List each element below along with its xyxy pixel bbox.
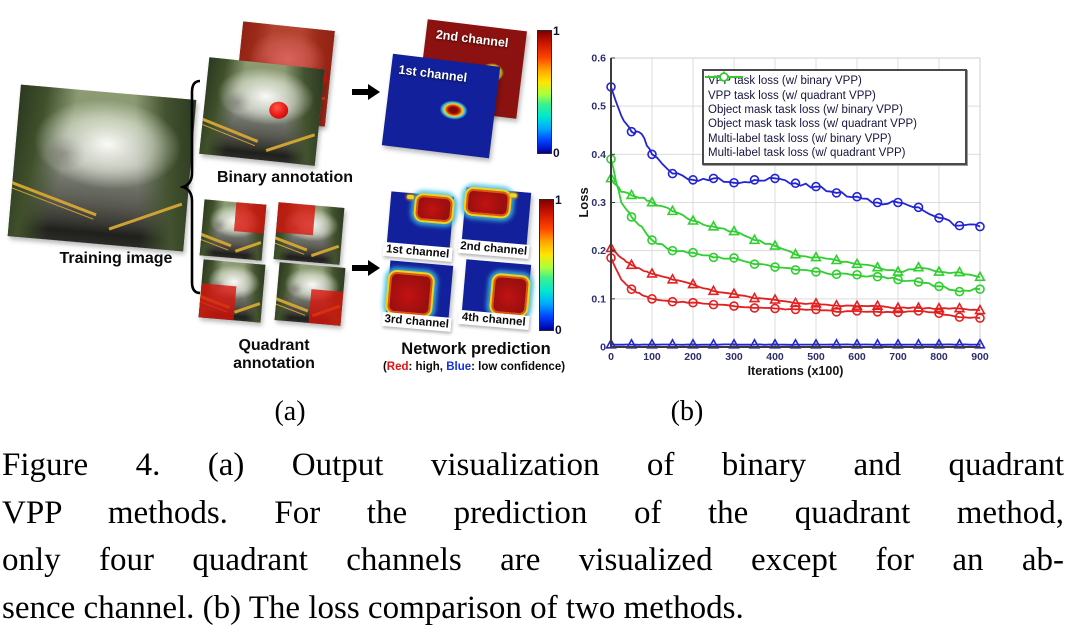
quadrant-prediction-3rd-channel: 3rd channel (382, 260, 454, 333)
legend-label: Multi-label task loss (w/ quadrant VPP) (708, 147, 906, 160)
note-red-word: Red (386, 361, 409, 373)
colorbar-min-label: 0 (555, 323, 562, 337)
x-tick-label: 0 (608, 351, 614, 363)
red-quadrant-overlay (234, 202, 267, 234)
confidence-note: (Red: high, Blue: low confidence) (368, 361, 580, 373)
sublabel-a: (a) (274, 396, 306, 427)
loss-chart: 0 100 200 300 400 500 600 700 800 900 0 0.1 0.2 0.3 0.… (578, 30, 1010, 382)
y-tick-label: 0.6 (591, 53, 606, 65)
colorbar: 1 0 (539, 193, 562, 337)
caption-line: only four quadrant channels are visualiz… (2, 542, 1064, 578)
binary-annotation-label: Binary annotation (216, 169, 353, 186)
x-tick-label: 200 (684, 351, 702, 363)
legend-label: Object mask task loss (w/ quadrant VPP) (708, 118, 917, 131)
channel-label: 3rd channel (382, 312, 452, 333)
quadrant-annotation-image-3 (198, 259, 266, 323)
network-prediction-label: Network prediction (401, 340, 551, 358)
channel-label: 2nd channel (435, 27, 510, 51)
red-quadrant-overlay (198, 283, 237, 321)
x-tick-label: 600 (848, 351, 866, 363)
arrow-right-icon (352, 84, 380, 100)
y-tick-label: 0.5 (591, 101, 606, 113)
legend-item: Multi-label task loss (w/ binary VPP) (705, 71, 959, 146)
road-scene-photo (7, 84, 197, 252)
quadrant-annotation-image-1 (199, 199, 267, 261)
y-tick-label: 0.3 (591, 197, 606, 209)
legend-label: VPP task loss (w/ quadrant VPP) (708, 89, 876, 102)
chart-legend: VPP task loss (w/ binary VPP) VPP task l… (702, 69, 967, 166)
note-mid: : high, (408, 361, 447, 373)
channel-label: 1st channel (383, 242, 453, 263)
training-image (7, 84, 197, 252)
legend-item: Object mask task loss (w/ binary VPP) (705, 71, 959, 117)
confidence-speck (407, 194, 415, 199)
note-suffix: : low confidence) (471, 361, 566, 373)
y-tick-label: 0.4 (591, 149, 606, 161)
colorbar-max-label: 1 (553, 24, 560, 38)
loss-chart-plot: 0 100 200 300 400 500 600 700 800 900 0 0.1 0.2 0.3 0.… (578, 53, 989, 379)
y-tick-label: 0.1 (591, 293, 606, 305)
x-tick-label: 300 (725, 351, 743, 363)
quadrant-annotation-image-2 (273, 202, 345, 265)
caption-line: VPP methods. For the prediction of the q… (2, 494, 1064, 531)
y-tick-label: 0.2 (591, 245, 606, 257)
brace-icon (180, 79, 201, 295)
binary-prediction-1st-channel: 1st channel (381, 53, 501, 159)
channel-label: 4th channel (458, 310, 530, 331)
note-prefix: ( (382, 361, 387, 373)
caption-line: sence channel. (b) The loss comparison o… (2, 589, 744, 626)
binary-annotation-front-image (199, 57, 325, 166)
legend-label: Object mask task loss (w/ binary VPP) (708, 103, 903, 116)
road-scene-photo (199, 57, 325, 166)
colorbar: 1 0 (537, 24, 560, 160)
channel-label: 2nd channel (458, 239, 530, 260)
quadrant-prediction-2nd-channel: 2nd channel (458, 187, 532, 260)
x-axis-label: Iterations (x100) (748, 364, 844, 378)
x-tick-label: 400 (766, 351, 784, 363)
legend-label: VPP task loss (w/ binary VPP) (708, 75, 862, 88)
legend-item: VPP task loss (w/ quadrant VPP) (705, 72, 959, 102)
confidence-speck (509, 192, 517, 198)
quadrant-prediction-4th-channel: 4th channel (458, 259, 532, 331)
x-tick-label: 100 (643, 351, 661, 363)
red-quadrant-overlay (276, 202, 316, 235)
legend-item: Multi-label task loss (w/ quadrant VPP) (705, 72, 959, 160)
legend-item: VPP task loss (w/ binary VPP) (705, 71, 959, 88)
quadrant-prediction-1st-channel: 1st channel (383, 191, 455, 263)
note-blue-word: Blue (446, 361, 472, 373)
arrow-right-icon (352, 260, 380, 276)
quadrant-annotation-label: Quadrant annotation (233, 337, 315, 372)
confidence-blob (416, 196, 452, 221)
confidence-blob (493, 276, 528, 314)
confidence-blob (388, 273, 431, 314)
colorbar-max-label: 1 (555, 193, 562, 207)
caption-line: Figure 4. (a) Output visualization of bi… (2, 447, 1064, 483)
confidence-hotspot (438, 98, 469, 122)
legend-line-sample (705, 72, 743, 82)
sublabel-b: (b) (670, 396, 704, 427)
training-image-label: Training image (59, 250, 173, 267)
colorbar-min-label: 0 (553, 146, 560, 160)
y-axis-label: Loss (578, 187, 591, 217)
channel-label: 1st channel (397, 62, 468, 86)
x-tick-label: 800 (930, 351, 948, 363)
red-quadrant-overlay (308, 289, 344, 326)
legend-label: Multi-label task loss (w/ binary VPP) (708, 132, 892, 145)
legend-item: Object mask task loss (w/ quadrant VPP) (705, 72, 959, 131)
quadrant-annotation-image-4 (274, 262, 346, 326)
x-tick-label: 500 (807, 351, 825, 363)
confidence-blob (466, 190, 508, 215)
x-tick-label: 700 (889, 351, 907, 363)
y-tick-label: 0 (600, 342, 606, 354)
figure-caption: Figure 4. (a) Output visualization of bi… (2, 442, 1064, 632)
x-tick-label: 900 (971, 351, 989, 363)
